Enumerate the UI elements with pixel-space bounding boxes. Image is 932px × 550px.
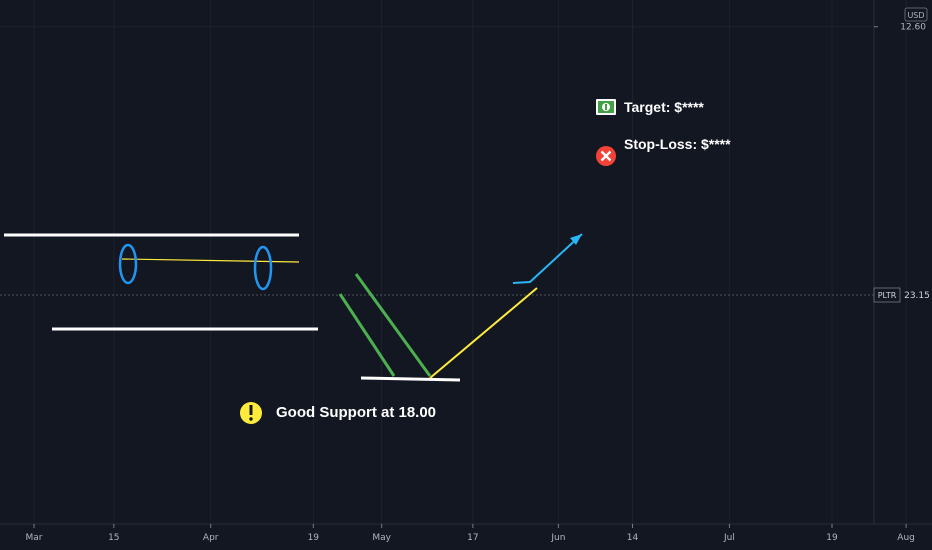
support-line-18 bbox=[360, 376, 461, 382]
time-tick-label: Aug bbox=[897, 533, 915, 543]
time-tick-label: 19 bbox=[308, 533, 320, 543]
money-icon bbox=[596, 99, 616, 115]
time-tick-label: 14 bbox=[627, 533, 639, 543]
time-tick-label: Apr bbox=[203, 533, 219, 543]
drawings bbox=[4, 233, 583, 382]
price-axis[interactable]: 55.0050.0046.0042.0038.0034.0030.0027.00… bbox=[874, 0, 926, 33]
time-tick-label: Jul bbox=[723, 533, 735, 543]
stop-icon bbox=[596, 146, 616, 166]
symbol-label: PLTR bbox=[878, 291, 897, 300]
top-marker-2 bbox=[253, 245, 273, 291]
support-label: Good Support at 18.00 bbox=[276, 404, 436, 421]
last-price-label: 23.15 bbox=[904, 291, 930, 301]
time-tick-label: Jun bbox=[550, 533, 565, 543]
stop-loss-label: Stop-Loss: $**** bbox=[624, 136, 731, 152]
time-tick-label: Mar bbox=[26, 533, 43, 543]
time-tick-label: May bbox=[372, 533, 391, 543]
time-tick-label: 19 bbox=[826, 533, 838, 543]
time-axis[interactable]: Mar 15 Apr 19 May 17 Jun 14 Jul 19 Aug bbox=[26, 524, 915, 543]
exclamation-icon bbox=[240, 402, 262, 424]
last-price-tag: 23.15 bbox=[902, 288, 932, 302]
channel-line-lower bbox=[338, 293, 396, 377]
grid bbox=[0, 0, 907, 524]
time-tick-label: 17 bbox=[467, 533, 478, 543]
time-tick-label: 15 bbox=[108, 533, 119, 543]
uptrend-line bbox=[429, 287, 538, 379]
arrow-head bbox=[570, 234, 582, 245]
target-label: Target: $**** bbox=[624, 99, 704, 115]
projection-arrow bbox=[512, 233, 583, 284]
currency-badge: USD bbox=[904, 7, 928, 22]
price-tick-label: 12.60 bbox=[900, 23, 926, 33]
channel-line-upper bbox=[354, 273, 432, 377]
symbol-tag: PLTR bbox=[873, 287, 901, 303]
top-marker-1 bbox=[118, 243, 138, 285]
currency-label: USD bbox=[907, 11, 924, 20]
